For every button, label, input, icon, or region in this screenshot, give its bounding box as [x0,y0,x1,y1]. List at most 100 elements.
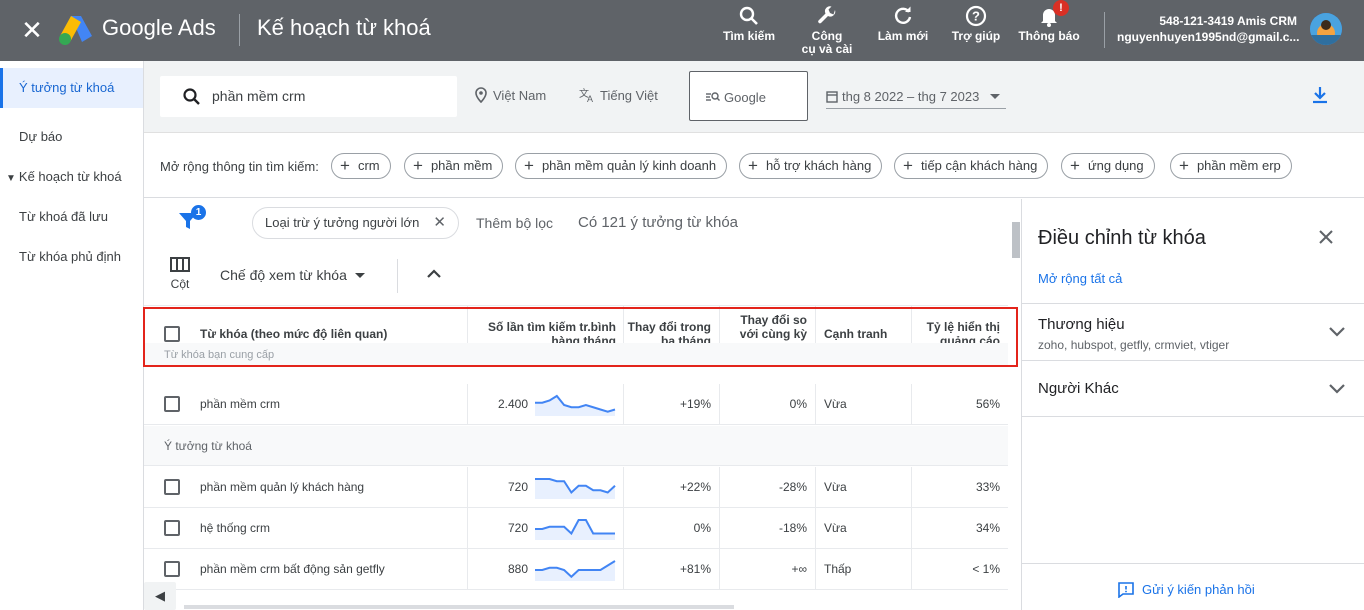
add-filter-button[interactable]: Thêm bộ lọc [476,215,554,231]
chevron-up-icon[interactable] [426,267,442,279]
broaden-chip-phan-mem-quan-ly[interactable]: + phần mềm quản lý kinh doanh [515,153,728,179]
nav-item-forecast[interactable]: Dự báo [19,129,63,144]
avg-searches-value: 720 [467,467,532,508]
divider [1104,12,1105,48]
exclude-adult-filter-chip[interactable]: Loại trừ ý tưởng người lớn ✕ [252,207,459,239]
bell-icon [1041,9,1057,27]
refresh-button[interactable]: Làm mới [872,4,934,43]
feedback-footer: Gửi ý kiến phản hồi [1022,563,1364,610]
refine-section-brand[interactable]: Thương hiệu zoho, hubspot, getfly, crmvi… [1022,303,1364,360]
date-range-selector[interactable]: thg 8 2022 – thg 7 2023 [826,77,1006,109]
column-header-competition[interactable]: Cạnh tranh [815,306,911,362]
horizontal-scrollbar[interactable] [184,605,734,609]
wrench-icon [818,6,836,24]
search-input[interactable] [212,88,442,104]
feedback-label: Gửi ý kiến phản hồi [1142,582,1255,597]
view-mode-selector[interactable]: Chế độ xem từ khóa [220,267,365,283]
chevron-left-icon: ◀ [155,588,165,603]
keyword-ideas-panel: 1 Loại trừ ý tưởng người lớn ✕ Thêm bộ lọ… [144,199,1008,610]
chip-label: crm [357,158,380,173]
table-row[interactable]: hệ thống crm 720 0% -18% Vừa 34% [144,508,1008,549]
row-checkbox[interactable] [164,396,180,412]
table-row[interactable]: phần mềm quản lý khách hàng 720 +22% -28… [144,467,1008,508]
tools-button-label: Công cụ và cài [801,29,853,56]
table-row[interactable]: phần mềm crm bất động sản getfly 880 +81… [144,549,1008,590]
broaden-chip-erp[interactable]: + phần mềm erp [1170,153,1292,179]
close-icon[interactable] [1316,227,1336,247]
top-bar: ✕ Google Ads Kế hoạch từ khoá Tìm kiếm C… [0,0,1364,61]
keyword-text: hệ thống crm [200,521,271,535]
trend-sparkline [535,394,616,416]
columns-button[interactable]: Cột [168,257,192,291]
caret-down-icon: ▼ [6,173,16,184]
chip-label: Loại trừ ý tưởng người lớn [265,215,420,230]
keyword-search-box[interactable] [160,76,457,117]
location-selector[interactable]: Việt Nam [474,87,546,104]
broaden-chip-ho-tro[interactable]: + hỗ trợ khách hàng [739,153,883,179]
section-title: Người Khác [1038,380,1119,397]
nav-item-keyword-ideas[interactable]: Ý tưởng từ khoá [0,68,143,108]
account-info[interactable]: 548-121-3419 Amis CRM nguyenhuyen1995nd@… [1117,13,1300,45]
search-icon [739,6,758,25]
select-all-checkbox[interactable] [164,326,180,342]
competition-value: Vừa [815,467,911,508]
close-icon[interactable]: ✕ [21,15,43,45]
nav-item-label: Kế hoạch từ khoá [18,169,122,184]
svg-text:A: A [587,94,593,103]
column-header-keyword[interactable]: Từ khóa (theo mức độ liên quan) [200,327,388,341]
sparkline-area [535,520,615,540]
caret-down-icon [990,94,1000,99]
impression-share-value: 56% [911,384,1008,425]
broaden-chip-ung-dung[interactable]: + ứng dụng [1061,153,1155,179]
brand-name: Google Ads [102,15,216,40]
tools-button[interactable]: Công cụ và cài [796,4,858,56]
help-button[interactable]: ? Trợ giúp [945,4,1007,43]
yoy-change-value: -28% [719,467,815,508]
three-month-change-value: +19% [623,384,719,425]
broaden-chip-phan-mem[interactable]: + phần mềm [404,153,504,179]
translate-icon: 文A [579,87,593,104]
section-title: Thương hiệu [1038,316,1125,333]
language-selector[interactable]: 文 A Tiếng Việt [579,87,658,104]
svg-text:文: 文 [579,87,589,100]
search-button[interactable]: Tìm kiếm [718,4,780,43]
sparkline-line [535,560,616,579]
help-icon: ? [965,5,987,27]
search-icon [183,88,200,105]
sparkline-area [535,396,615,416]
nav-item-saved-keywords[interactable]: Từ khoá đã lưu [19,209,108,224]
expand-all-link[interactable]: Mở rộng tất cả [1038,271,1123,286]
close-icon[interactable]: ✕ [433,214,446,231]
plus-icon: + [1070,156,1080,175]
avatar[interactable] [1310,13,1342,45]
vertical-scrollbar[interactable] [1012,222,1020,258]
network-selector[interactable]: Google [689,71,808,121]
avatar-image-icon [1310,13,1342,45]
nav-item-keyword-plans[interactable]: ▼ Kế hoạch từ khoá [0,157,143,197]
impression-share-value: 33% [911,467,1008,508]
broaden-search-row: Mở rộng thông tin tìm kiếm: + crm + phần m… [144,134,1364,198]
account-email: nguyenhuyen1995nd@gmail.c... [1117,30,1300,44]
row-checkbox[interactable] [164,520,180,536]
calendar-icon [826,91,838,103]
notifications-button[interactable]: Thông báo ! [1017,0,1081,43]
download-icon[interactable] [1310,85,1330,105]
section-subtitle: zoho, hubspot, getfly, crmviet, vtiger [1038,338,1230,352]
refine-section-other[interactable]: Người Khác [1022,360,1364,417]
chevron-down-icon[interactable] [1328,383,1346,395]
nav-item-negative-keywords[interactable]: Từ khóa phủ định [19,249,121,264]
avg-searches-value: 2.400 [467,384,532,425]
send-feedback-button[interactable]: Gửi ý kiến phản hồi [1118,582,1255,599]
broaden-chip-crm[interactable]: + crm [331,153,391,179]
row-checkbox[interactable] [164,479,180,495]
scroll-left-button[interactable]: ◀ [144,582,176,610]
notification-badge: ! [1053,0,1069,16]
table-row[interactable]: phần mềm crm 2.400 +19% 0% Vừa 56% [144,384,1008,425]
search-network-icon [706,92,720,101]
row-checkbox[interactable] [164,561,180,577]
idea-count: Có 121 ý tưởng từ khóa [578,214,739,231]
chevron-down-icon[interactable] [1328,326,1346,338]
select-all-cell [164,306,184,362]
broaden-chip-tiep-can[interactable]: + tiếp cận khách hàng [894,153,1049,179]
search-settings-row: Việt Nam 文A Tiếng Việt Google thg 8 2022 … [144,61,1364,133]
